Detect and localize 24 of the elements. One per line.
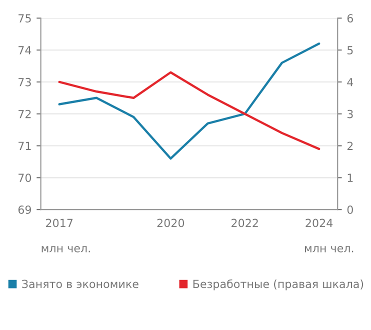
x-tick-label: 2020: [157, 218, 184, 228]
y2-tick-label: 4: [347, 78, 354, 86]
text: млн чел.: [42, 246, 90, 252]
y2-tick-label: 0: [347, 206, 353, 214]
text: млн чел.: [305, 246, 354, 252]
y2-tick-label: 3: [347, 110, 353, 118]
x-tick-label: 2017: [46, 218, 73, 228]
y-tick-label: 75: [18, 14, 31, 23]
y2-tick-label: 5: [347, 46, 353, 54]
legend-label: Занято в экономике: [22, 280, 138, 288]
y-tick-label: 69: [18, 206, 31, 214]
y-tick-label: 73: [18, 78, 31, 86]
y-tick-label: 72: [18, 110, 31, 118]
y-tick-label: 74: [18, 46, 32, 54]
line-series: [58, 42, 320, 160]
y2-tick-label: 2: [347, 142, 353, 150]
y-tick-label: 71: [18, 142, 31, 150]
y2-tick-label: 1: [348, 174, 353, 182]
x-tick-label: 2024: [306, 218, 333, 228]
line-series: [58, 71, 320, 150]
legend-label: Безработные (правая шкала): [193, 279, 364, 290]
y2-tick-label: 6: [347, 14, 354, 23]
y-tick-label: 70: [18, 174, 32, 182]
x-tick-label: 2022: [232, 218, 258, 228]
